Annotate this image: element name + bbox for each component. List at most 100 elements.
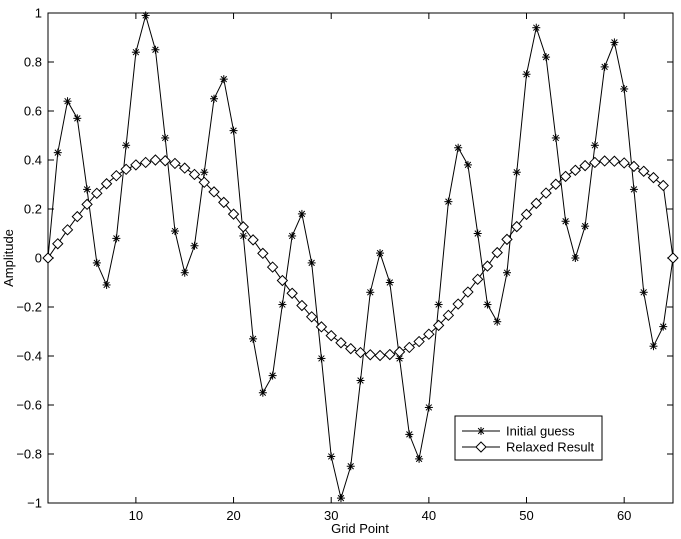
data-point <box>483 300 492 309</box>
data-point <box>227 208 240 220</box>
legend-entry: Relaxed Result <box>462 440 595 455</box>
data-point <box>198 176 210 189</box>
series-diamond <box>42 154 679 362</box>
data-point <box>628 160 640 173</box>
data-point <box>366 288 375 297</box>
data-point <box>376 249 385 258</box>
data-point <box>442 309 455 322</box>
data-point <box>278 300 287 309</box>
y-tick-label: −0.6 <box>16 398 42 413</box>
data-point <box>229 126 238 135</box>
data-point <box>190 241 199 250</box>
data-point <box>452 298 464 310</box>
data-point <box>405 430 414 439</box>
data-point <box>335 337 347 349</box>
data-point <box>161 133 170 142</box>
legend-box <box>454 415 603 461</box>
data-point <box>491 246 503 259</box>
data-point <box>208 186 220 198</box>
data-point <box>590 141 599 150</box>
data-point <box>91 187 103 200</box>
data-point <box>100 178 113 190</box>
data-point <box>540 187 552 199</box>
data-point <box>151 45 160 54</box>
data-point <box>305 311 318 323</box>
data-point <box>551 133 560 142</box>
y-tick-label: −0.2 <box>16 300 42 315</box>
data-point <box>149 154 162 166</box>
data-point <box>610 38 619 47</box>
data-point <box>120 163 132 176</box>
data-point <box>288 231 297 240</box>
data-point <box>550 178 562 190</box>
data-point <box>432 319 445 332</box>
data-point <box>71 210 84 223</box>
data-point <box>424 403 433 412</box>
data-point <box>481 260 494 272</box>
data-point <box>139 156 152 169</box>
data-point <box>403 341 416 354</box>
data-point <box>354 346 367 359</box>
data-point <box>53 148 62 157</box>
data-point <box>444 197 453 206</box>
data-point <box>141 11 150 20</box>
data-point <box>61 224 74 236</box>
y-tick-label: −0.8 <box>16 447 42 462</box>
data-point <box>73 114 82 123</box>
y-tick-label: 1 <box>35 6 42 21</box>
data-point <box>649 342 658 351</box>
data-point <box>384 348 396 361</box>
data-point <box>239 231 248 240</box>
data-point <box>325 329 337 342</box>
data-point <box>659 322 668 331</box>
data-point <box>511 220 523 233</box>
data-point <box>169 157 181 170</box>
data-point <box>188 168 201 181</box>
data-point <box>52 238 64 250</box>
data-point <box>493 317 502 326</box>
y-tick-label: −1 <box>27 496 42 511</box>
data-point <box>512 168 521 177</box>
data-point <box>219 75 228 84</box>
data-point <box>462 286 474 298</box>
data-point <box>502 268 511 277</box>
legend-entry: Initial guess <box>462 424 575 439</box>
data-point <box>569 164 582 176</box>
data-point <box>522 70 531 79</box>
data-point <box>571 254 580 262</box>
data-point <box>413 335 425 348</box>
data-point <box>122 141 131 150</box>
data-point <box>180 268 189 277</box>
data-point <box>374 349 386 362</box>
data-point <box>268 371 277 380</box>
data-point <box>667 252 679 264</box>
data-point <box>639 288 648 297</box>
data-point <box>345 342 357 355</box>
data-point <box>581 222 590 231</box>
data-point <box>542 53 551 62</box>
data-point <box>286 287 298 299</box>
x-tick-label: 20 <box>226 508 240 523</box>
data-point <box>218 196 230 209</box>
data-point <box>520 208 533 221</box>
data-point <box>471 273 484 286</box>
data-point <box>501 233 513 246</box>
data-point <box>434 300 443 309</box>
data-point <box>608 155 621 167</box>
y-tick-label: 0 <box>35 251 42 266</box>
data-point <box>159 155 171 167</box>
data-point <box>629 185 638 194</box>
data-point <box>249 334 258 343</box>
data-point <box>637 165 650 177</box>
data-point <box>266 261 279 273</box>
data-point <box>657 179 669 192</box>
data-point <box>179 162 191 174</box>
data-point <box>356 376 365 385</box>
data-point <box>296 299 308 312</box>
data-point <box>170 227 179 236</box>
series-asterisk <box>44 11 677 503</box>
x-tick-label: 10 <box>129 508 143 523</box>
data-point <box>589 156 601 169</box>
